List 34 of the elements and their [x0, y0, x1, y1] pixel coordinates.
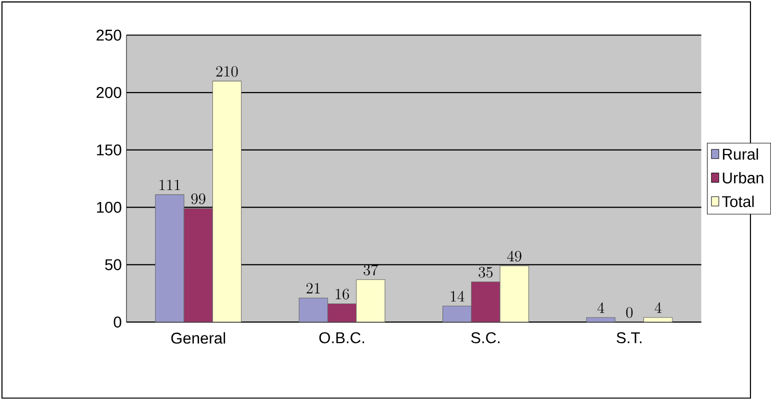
data-label: 210	[216, 66, 238, 77]
x-tick-label: O.B.C.	[319, 332, 364, 344]
data-label: 35	[478, 266, 493, 278]
y-tick-label: 100	[97, 202, 122, 213]
legend-label: Total	[722, 196, 754, 208]
bar	[327, 303, 357, 322]
legend-label: Urban	[722, 172, 764, 184]
y-tick-label: 150	[97, 144, 122, 156]
x-tick-label: General	[171, 332, 226, 344]
data-label: 0	[626, 307, 633, 318]
y-tick-label: 200	[96, 86, 122, 98]
data-label: 16	[336, 288, 350, 300]
data-label: 4	[597, 302, 604, 313]
data-label: 111	[160, 180, 180, 190]
data-label: 49	[507, 250, 522, 262]
bar	[442, 306, 472, 322]
bar	[184, 208, 213, 322]
y-tick-label: 250	[96, 30, 122, 41]
x-tick-label: S.T.	[616, 332, 642, 344]
x-tick-label: S.C.	[471, 332, 500, 344]
bar	[356, 279, 386, 322]
data-label: 21	[306, 282, 320, 294]
bar	[155, 194, 184, 322]
bar	[298, 298, 328, 322]
bar	[500, 266, 529, 322]
bar	[212, 80, 242, 322]
bar	[471, 282, 500, 322]
data-label: 4	[654, 302, 662, 313]
y-tick-label: 50	[105, 259, 122, 270]
y-tick-label: 0	[114, 316, 122, 328]
data-label: 14	[450, 290, 464, 302]
data-label: 37	[364, 264, 378, 276]
legend-label: Rural	[722, 148, 758, 160]
data-label: 99	[191, 193, 206, 204]
